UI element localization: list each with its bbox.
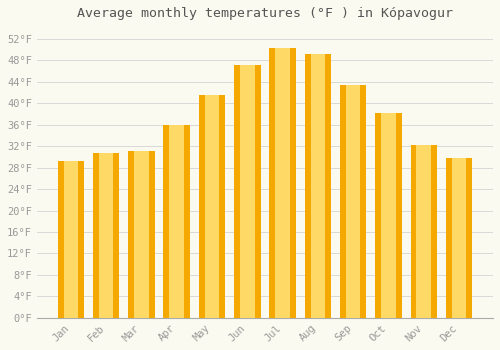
Bar bbox=[381, 113, 396, 318]
Bar bbox=[270, 48, 296, 318]
Bar bbox=[234, 65, 260, 318]
Bar bbox=[304, 54, 331, 318]
Bar bbox=[410, 145, 437, 318]
Bar bbox=[416, 145, 431, 318]
Bar bbox=[198, 95, 225, 318]
Bar bbox=[99, 153, 114, 318]
Bar bbox=[164, 125, 190, 318]
Bar bbox=[128, 151, 154, 318]
Bar bbox=[58, 161, 84, 318]
Bar bbox=[134, 151, 148, 318]
Bar bbox=[64, 161, 78, 318]
Bar bbox=[276, 48, 290, 318]
Title: Average monthly temperatures (°F ) in Kópavogur: Average monthly temperatures (°F ) in Kó… bbox=[77, 7, 453, 20]
Bar bbox=[375, 113, 402, 318]
Bar bbox=[204, 95, 220, 318]
Bar bbox=[346, 85, 360, 318]
Bar bbox=[240, 65, 254, 318]
Bar bbox=[310, 54, 325, 318]
Bar bbox=[446, 159, 472, 318]
Bar bbox=[170, 125, 184, 318]
Bar bbox=[452, 159, 466, 318]
Bar bbox=[93, 153, 120, 318]
Bar bbox=[340, 85, 366, 318]
